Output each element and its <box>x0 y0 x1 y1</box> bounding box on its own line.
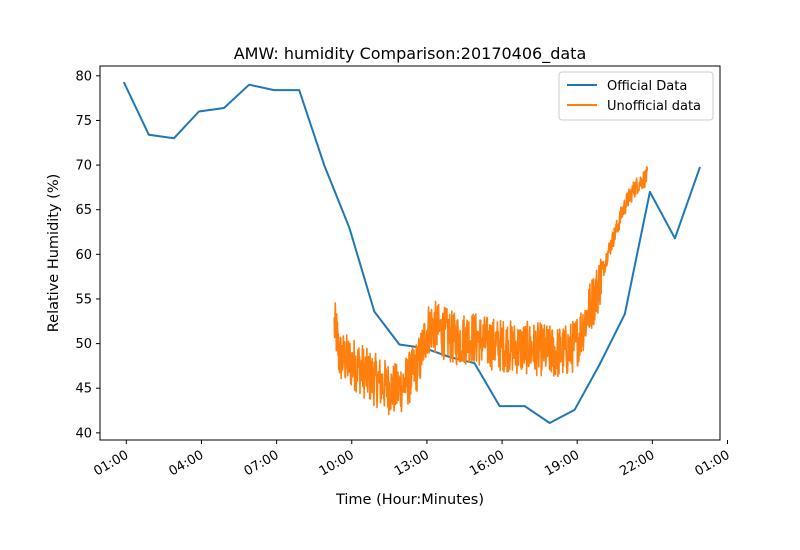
x-tick-label: 04:00 <box>167 448 207 480</box>
x-tick-label: 22:00 <box>617 448 657 480</box>
series-unofficial-data-line <box>333 166 649 416</box>
x-tick-label: 01:00 <box>91 448 131 480</box>
y-tick-label: 55 <box>75 292 92 307</box>
legend-label-official: Official Data <box>607 79 687 94</box>
legend: Official Data Unofficial data <box>558 71 714 121</box>
legend-box <box>558 71 714 121</box>
y-tick-label: 80 <box>75 69 92 84</box>
y-tick-label: 70 <box>75 159 92 174</box>
y-tick-label: 50 <box>75 337 92 352</box>
x-tick-label: 13:00 <box>392 448 432 480</box>
series-official-data-line <box>122 81 701 424</box>
x-tick-label: 07:00 <box>242 448 282 480</box>
chart-title: AMW: humidity Comparison:20170406_data <box>234 44 587 64</box>
x-tick-label: 10:00 <box>317 448 357 480</box>
y-tick-label: 65 <box>75 203 92 218</box>
x-tick-label: 01:00 <box>693 448 733 480</box>
y-axis-label: Relative Humidity (%) <box>46 174 62 333</box>
legend-label-unofficial: Unofficial data <box>607 99 701 114</box>
y-tick-label: 40 <box>75 426 92 441</box>
plot-series-group <box>122 81 701 424</box>
x-tick-label: 16:00 <box>467 448 507 480</box>
y-tick-label: 60 <box>75 248 92 263</box>
y-tick-label: 75 <box>75 114 92 129</box>
y-axis: 40 45 50 55 60 65 70 75 80 <box>75 69 100 441</box>
x-axis: 01:00 04:00 07:00 10:00 13:00 16:00 19:00 22:00… <box>91 440 733 480</box>
y-tick-label: 45 <box>75 382 92 397</box>
x-axis-label: Time (Hour:Minutes) <box>335 492 484 508</box>
x-tick-label: 19:00 <box>542 448 582 480</box>
